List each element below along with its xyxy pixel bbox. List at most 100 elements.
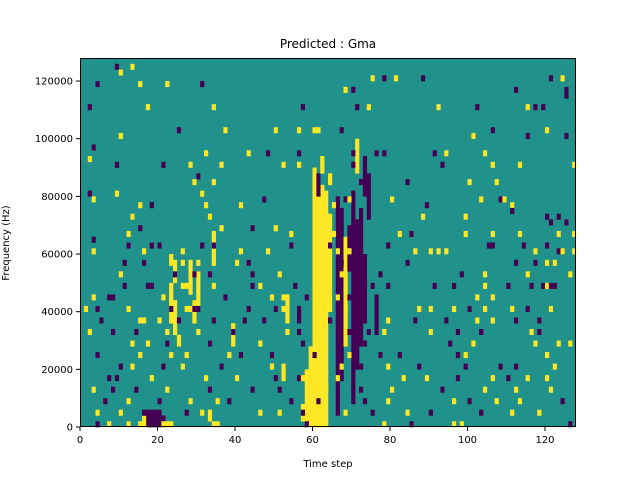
heatmap-cell	[231, 328, 236, 336]
heatmap-cell	[366, 104, 371, 111]
x-tick-label: 40	[229, 435, 242, 446]
heatmap-cell	[479, 409, 484, 416]
heatmap-cell	[207, 340, 213, 347]
heatmap-cell	[273, 375, 278, 382]
heatmap-cell	[262, 317, 267, 324]
heatmap-cell	[533, 248, 538, 255]
x-tick-label: 120	[535, 435, 554, 446]
heatmap-cell	[169, 282, 174, 289]
heatmap-cell	[405, 409, 410, 416]
heatmap-cell	[355, 230, 360, 238]
heatmap-cell	[386, 398, 391, 405]
heatmap-cell	[552, 259, 557, 266]
heatmap-cell	[219, 363, 224, 370]
heatmap-cell	[362, 398, 368, 405]
heatmap-cell	[91, 196, 96, 203]
heatmap-cell	[545, 259, 550, 266]
heatmap-cell	[541, 104, 546, 111]
heatmap-cell	[421, 213, 426, 220]
heatmap-cell	[304, 294, 309, 301]
heatmap-cell	[483, 305, 488, 312]
heatmap-cell	[204, 375, 209, 382]
heatmap-cell	[277, 409, 282, 416]
heatmap-cell	[235, 259, 240, 266]
heatmap-cell	[568, 421, 573, 428]
heatmap-cell	[176, 127, 182, 134]
heatmap-cell	[444, 150, 449, 157]
heatmap-cell	[545, 242, 550, 249]
heatmap-cell	[196, 305, 201, 312]
heatmap-cell	[347, 196, 352, 203]
heatmap-cell	[514, 363, 519, 370]
heatmap-cell-run	[316, 179, 321, 428]
heatmap-cell	[545, 127, 550, 134]
heatmap-cell	[196, 173, 201, 180]
heatmap-cell	[312, 305, 317, 312]
heatmap-cell	[517, 230, 523, 238]
heatmap-cell	[335, 248, 340, 255]
heatmap-cell	[347, 294, 352, 301]
heatmap-cell	[138, 352, 143, 359]
heatmap-cell	[351, 161, 356, 168]
heatmap-cell	[347, 248, 352, 255]
heatmap-cell	[529, 328, 534, 336]
heatmap-cell-run	[308, 346, 313, 428]
heatmap-cell	[142, 248, 147, 255]
heatmap-cell	[490, 230, 495, 238]
heatmap-cell	[494, 179, 499, 186]
heatmap-cell	[556, 340, 561, 347]
heatmap-cell	[165, 340, 170, 347]
heatmap-cell	[455, 352, 461, 359]
heatmap-cell	[246, 150, 251, 157]
heatmap-cell	[463, 352, 468, 359]
heatmap-cell-run	[188, 259, 193, 295]
heatmap-cell	[548, 219, 554, 226]
heatmap-cell	[467, 398, 472, 405]
heatmap-cell	[541, 282, 546, 289]
heatmap-cell	[122, 282, 127, 289]
heatmap-cell	[107, 421, 112, 428]
heatmap-cell	[300, 104, 306, 111]
heatmap-cell	[428, 305, 433, 312]
heatmap-cell	[525, 305, 530, 312]
heatmap-cell	[514, 86, 519, 93]
heatmap-cell	[316, 398, 321, 405]
heatmap-cell	[479, 328, 484, 336]
heatmap-cell	[490, 242, 495, 249]
heatmap-cell	[525, 271, 530, 278]
heatmap-cell	[273, 225, 278, 232]
heatmap-cell	[328, 242, 333, 249]
heatmap-cell	[277, 386, 282, 393]
heatmap-cell	[188, 305, 193, 312]
heatmap-cell	[490, 317, 495, 324]
heatmap-cell	[370, 409, 375, 416]
heatmap-cell	[498, 196, 503, 203]
heatmap-cell	[572, 161, 577, 168]
heatmap-cell	[238, 352, 244, 359]
heatmap-cell	[564, 86, 569, 93]
heatmap-cell	[118, 271, 123, 278]
heatmap-cell	[568, 340, 573, 347]
heatmap-cell	[393, 75, 399, 82]
heatmap-cell	[545, 352, 550, 359]
heatmap-cell-run	[355, 138, 360, 174]
heatmap-cell	[548, 305, 554, 312]
heatmap-cell	[533, 340, 538, 347]
heatmap-cell	[161, 294, 166, 301]
heatmap-cell	[269, 352, 275, 359]
heatmap-cell	[339, 271, 344, 278]
heatmap-cell	[537, 409, 542, 416]
heatmap-cell	[180, 282, 185, 289]
heatmap-cell	[537, 317, 542, 324]
heatmap-cell	[564, 132, 569, 140]
heatmap-cell	[382, 75, 387, 82]
x-tick-label: 20	[151, 435, 164, 446]
heatmap-cell	[157, 398, 162, 405]
heatmap-cell	[386, 242, 391, 249]
heatmap-cell	[452, 421, 457, 428]
heatmap-cell	[157, 317, 162, 324]
heatmap-cell	[397, 230, 402, 238]
heatmap-cell	[207, 213, 213, 220]
heatmap-cell	[161, 161, 166, 168]
heatmap-cell	[339, 259, 344, 266]
